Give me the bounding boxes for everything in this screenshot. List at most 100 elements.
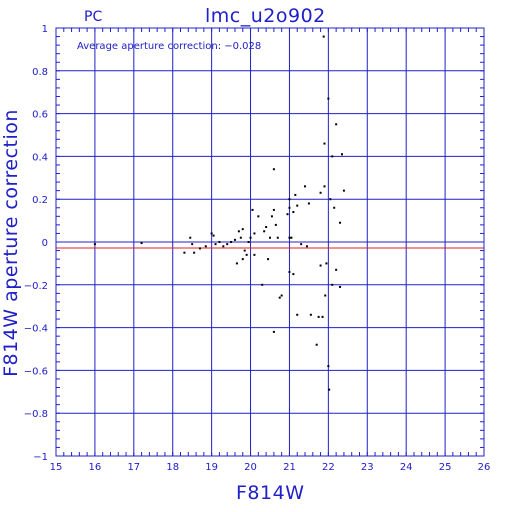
data-point — [294, 193, 297, 196]
data-point — [327, 97, 330, 100]
y-tick-label: −1 — [33, 452, 48, 463]
data-point — [233, 238, 236, 241]
data-point — [269, 236, 271, 239]
y-tick-labels: −1 −0.8 −0.6 −0.4 −0.2 0 0.2 0.4 0.6 0.8 1 — [24, 24, 48, 463]
data-point — [245, 253, 248, 256]
reference-lines — [56, 241, 484, 249]
data-point — [230, 241, 233, 243]
data-point — [322, 35, 325, 38]
data-point — [339, 285, 342, 288]
y-tick-label: −0.4 — [24, 324, 48, 335]
y-tick-label: 1 — [42, 24, 48, 35]
x-tick-label: 19 — [205, 462, 218, 473]
data-point — [333, 206, 336, 209]
x-tick-label: 26 — [478, 462, 491, 473]
y-tick-label: 0 — [42, 238, 48, 249]
data-point — [198, 247, 201, 250]
data-point — [243, 249, 246, 252]
data-point — [288, 206, 291, 209]
x-axis-label: F814W — [236, 482, 305, 504]
data-point — [292, 273, 295, 276]
x-tick-label: 22 — [322, 462, 335, 473]
y-tick-label: 0.2 — [32, 195, 48, 206]
data-point — [324, 294, 327, 297]
data-point — [296, 313, 299, 316]
data-point — [239, 236, 242, 239]
data-point — [253, 232, 256, 235]
data-point — [290, 236, 293, 239]
data-points — [93, 35, 345, 391]
camera-label: PC — [84, 9, 103, 25]
data-point — [319, 264, 322, 267]
data-point — [329, 198, 332, 201]
data-point — [286, 213, 289, 216]
data-point — [335, 123, 338, 126]
x-tick-label: 18 — [166, 462, 179, 473]
y-tick-label: 0.8 — [32, 67, 48, 78]
data-point — [305, 245, 308, 248]
data-point — [321, 315, 324, 318]
data-point — [270, 215, 273, 218]
average-correction-annotation: Average aperture correction: −0.028 — [77, 41, 262, 52]
data-point — [251, 208, 254, 211]
data-point — [189, 236, 192, 239]
data-point — [315, 343, 318, 346]
data-point — [331, 283, 334, 286]
data-point — [210, 232, 213, 235]
data-point — [327, 365, 330, 368]
data-point — [340, 153, 343, 156]
data-point — [276, 236, 279, 239]
x-tick-label: 21 — [283, 462, 296, 473]
chart-title: lmc_u2o902 — [205, 5, 326, 27]
data-point — [292, 211, 295, 214]
data-point — [335, 268, 338, 271]
x-tick-label: 24 — [400, 462, 413, 473]
data-point — [265, 226, 268, 229]
x-tick-label: 23 — [361, 462, 374, 473]
data-point — [323, 185, 326, 188]
data-point — [263, 230, 266, 233]
data-point — [278, 296, 281, 299]
y-tick-label: 0.4 — [32, 152, 48, 163]
data-point — [288, 198, 291, 201]
data-point — [235, 262, 238, 265]
data-point — [241, 258, 244, 261]
data-point — [288, 236, 291, 239]
plot-frame — [55, 27, 485, 457]
data-point — [218, 241, 221, 243]
data-point — [191, 243, 194, 246]
data-point — [241, 228, 244, 231]
data-point — [331, 155, 334, 158]
y-tick-label: −0.2 — [24, 281, 48, 292]
data-point — [226, 243, 229, 246]
data-point — [300, 243, 303, 246]
data-point — [296, 204, 299, 207]
data-point — [261, 283, 264, 286]
data-point — [204, 245, 207, 248]
y-axis-label: F814W aperture correction — [0, 109, 22, 377]
data-point — [237, 230, 240, 233]
y-tick-label: 0.6 — [32, 110, 48, 121]
data-point — [274, 223, 277, 226]
x-tick-label: 25 — [439, 462, 452, 473]
data-point — [323, 142, 326, 145]
x-tick-label: 17 — [127, 462, 140, 473]
data-point — [222, 245, 225, 248]
data-point — [307, 202, 310, 205]
data-point — [319, 191, 322, 194]
data-point — [272, 168, 275, 171]
data-point — [267, 258, 270, 261]
x-tick-label: 16 — [89, 462, 102, 473]
data-point — [317, 315, 320, 318]
data-point — [183, 251, 186, 254]
y-tick-label: −0.6 — [24, 366, 48, 377]
data-point — [257, 215, 260, 218]
data-point — [214, 243, 217, 246]
data-point — [247, 241, 250, 243]
data-point — [249, 236, 252, 239]
data-point — [288, 270, 291, 273]
data-point — [193, 251, 196, 254]
data-point — [342, 189, 345, 192]
x-tick-labels: 15 16 17 18 19 20 21 22 23 24 25 26 — [50, 462, 491, 473]
